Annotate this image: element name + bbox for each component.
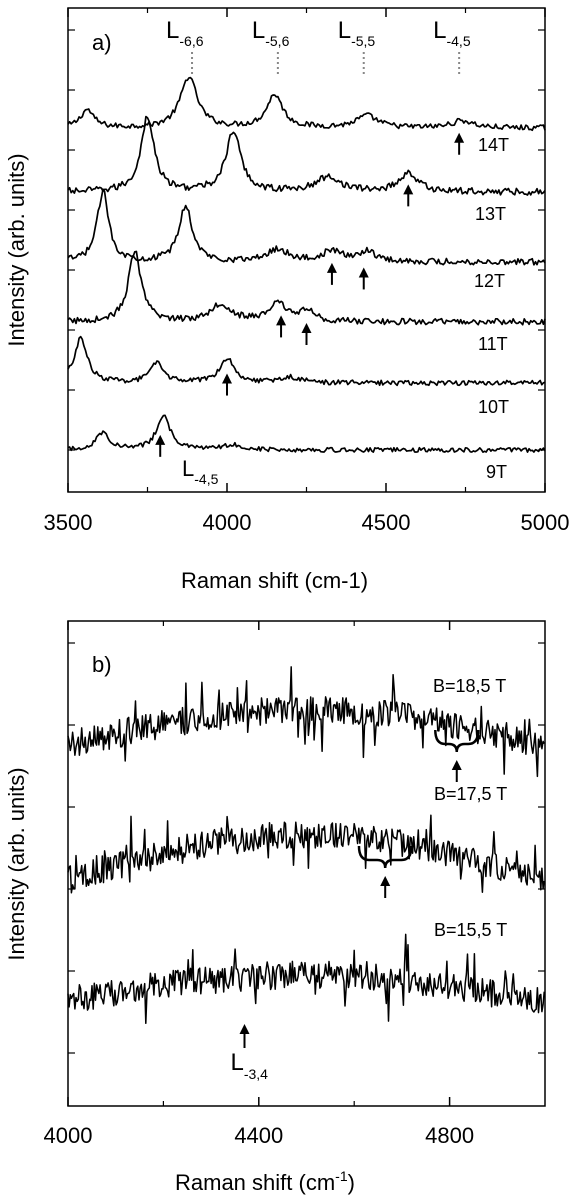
panel-a-x-tick-label: 4000	[203, 510, 252, 535]
panel-b-x-axis-label-end: )	[348, 1170, 355, 1195]
panel-b: L-3,4 b) B=18,5 T B=17,5 T B=15,5 T 4000 44…	[4, 620, 546, 1195]
panel-b-brace	[357, 845, 413, 869]
panel-b-brace-arrow-head	[451, 760, 462, 770]
panel-b-arrow-label-sub: -3,4	[244, 1066, 268, 1082]
panel-a-ticks	[67, 8, 546, 492]
panel-b-x-tick-label: 4400	[234, 1123, 283, 1148]
panel-a-top-labels: L-6,6 L-5,6 L-5,5 L-4,5	[166, 17, 471, 74]
panel-a-top-label-sub: -5,6	[265, 33, 289, 49]
panel-b-y-axis-label: Intensity (arb. units)	[4, 767, 29, 960]
panel-a-y-axis-label: Intensity (arb. units)	[4, 153, 29, 346]
panel-b-trace	[67, 933, 545, 1025]
panel-b-arrow-head	[239, 1024, 250, 1034]
panel-a-bottom-annotation: L-4,5	[182, 456, 219, 487]
panel-b-x-tick-labels: 4000 4400 4800	[44, 1123, 475, 1148]
panel-a-x-tick-label: 5000	[521, 510, 570, 535]
panel-a-top-label-sub: -4,5	[446, 33, 470, 49]
panel-a: L-6,6 L-5,6 L-5,5 L-4,5 a) 14T13T12T11T10T9…	[4, 7, 570, 593]
panel-a-top-label-main: L	[338, 17, 351, 44]
panel-a-trace	[67, 414, 546, 453]
panel-a-top-label: L-5,5	[338, 17, 376, 49]
panel-a-bottom-annotation-main: L	[182, 456, 194, 481]
panel-a-x-tick-labels: 3500 4000 4500 5000	[44, 510, 570, 535]
panel-a-label: a)	[92, 30, 112, 55]
panel-a-x-tick-label: 4500	[362, 510, 411, 535]
panel-a-series-name: 12T	[474, 271, 505, 291]
panel-b-label: b)	[92, 652, 112, 677]
panel-b-arrow-label: L-3,4	[230, 1049, 268, 1082]
panel-a-series-name: 13T	[475, 204, 506, 224]
panel-b-series-name: B=18,5 T	[433, 676, 506, 696]
panel-a-arrow-head	[301, 323, 312, 334]
panel-a-x-tick-label: 3500	[44, 510, 93, 535]
panel-a-series-name: 10T	[478, 397, 509, 417]
panel-b-annotations: L-3,4	[230, 729, 480, 1082]
panel-a-top-label-main: L	[433, 17, 446, 44]
panel-a-arrow-head	[276, 315, 287, 326]
panel-a-top-label: L-4,5	[433, 17, 471, 49]
panel-a-top-label: L-6,6	[166, 17, 204, 49]
panel-b-x-tick-label: 4800	[425, 1123, 474, 1148]
panel-b-x-axis-label-sup: -1	[335, 1168, 348, 1184]
panel-a-trace	[67, 115, 546, 196]
panel-b-x-axis-label-main: Raman shift (cm	[175, 1170, 335, 1195]
panel-b-series-name: B=17,5 T	[434, 784, 507, 804]
panel-b-series-name: B=15,5 T	[434, 920, 507, 940]
panel-a-arrow-head	[358, 267, 369, 278]
panel-b-brace-arrow-head	[380, 876, 391, 886]
panel-b-series-names: B=18,5 T B=17,5 T B=15,5 T	[433, 676, 507, 940]
panel-a-frame	[67, 7, 546, 493]
panel-a-trace	[67, 76, 546, 132]
panel-a-trace	[67, 250, 546, 326]
panel-a-top-label-sub: -6,6	[179, 33, 203, 49]
panel-a-series-name: 14T	[478, 135, 509, 155]
panel-a-top-label-main: L	[252, 17, 265, 44]
panel-a-arrow-head	[454, 132, 465, 143]
panel-b-x-tick-label: 4000	[44, 1123, 93, 1148]
panel-a-arrows	[155, 132, 465, 457]
panel-b-arrow-label-main: L	[230, 1049, 243, 1076]
panel-a-series-name: 9T	[486, 462, 507, 482]
panel-b-frame	[67, 620, 546, 1107]
panel-a-arrow-head	[403, 184, 414, 195]
panel-a-top-label: L-5,6	[252, 17, 290, 49]
panel-a-trace	[67, 188, 546, 266]
panel-b-traces	[67, 666, 545, 1025]
panel-a-x-axis-label: Raman shift (cm-1)	[181, 568, 368, 593]
panel-b-x-axis-label: Raman shift (cm-1)	[175, 1168, 355, 1195]
panel-b-trace	[67, 666, 545, 778]
panel-b-trace	[67, 814, 545, 894]
panel-a-top-label-sub: -5,5	[351, 33, 375, 49]
panel-a-arrow-head	[155, 434, 166, 445]
panel-a-bottom-annotation-sub: -4,5	[194, 471, 218, 487]
panel-a-top-label-main: L	[166, 17, 179, 44]
panel-a-series-name: 11T	[478, 334, 508, 354]
panel-a-arrow-head	[326, 262, 337, 273]
panel-a-traces	[67, 76, 546, 453]
panel-a-arrow-head	[222, 373, 232, 384]
panel-a-trace	[67, 335, 546, 387]
panel-b-brace	[434, 729, 480, 753]
panel-a-series-names: 14T 13T 12T 11T 10T 9T	[474, 135, 509, 482]
